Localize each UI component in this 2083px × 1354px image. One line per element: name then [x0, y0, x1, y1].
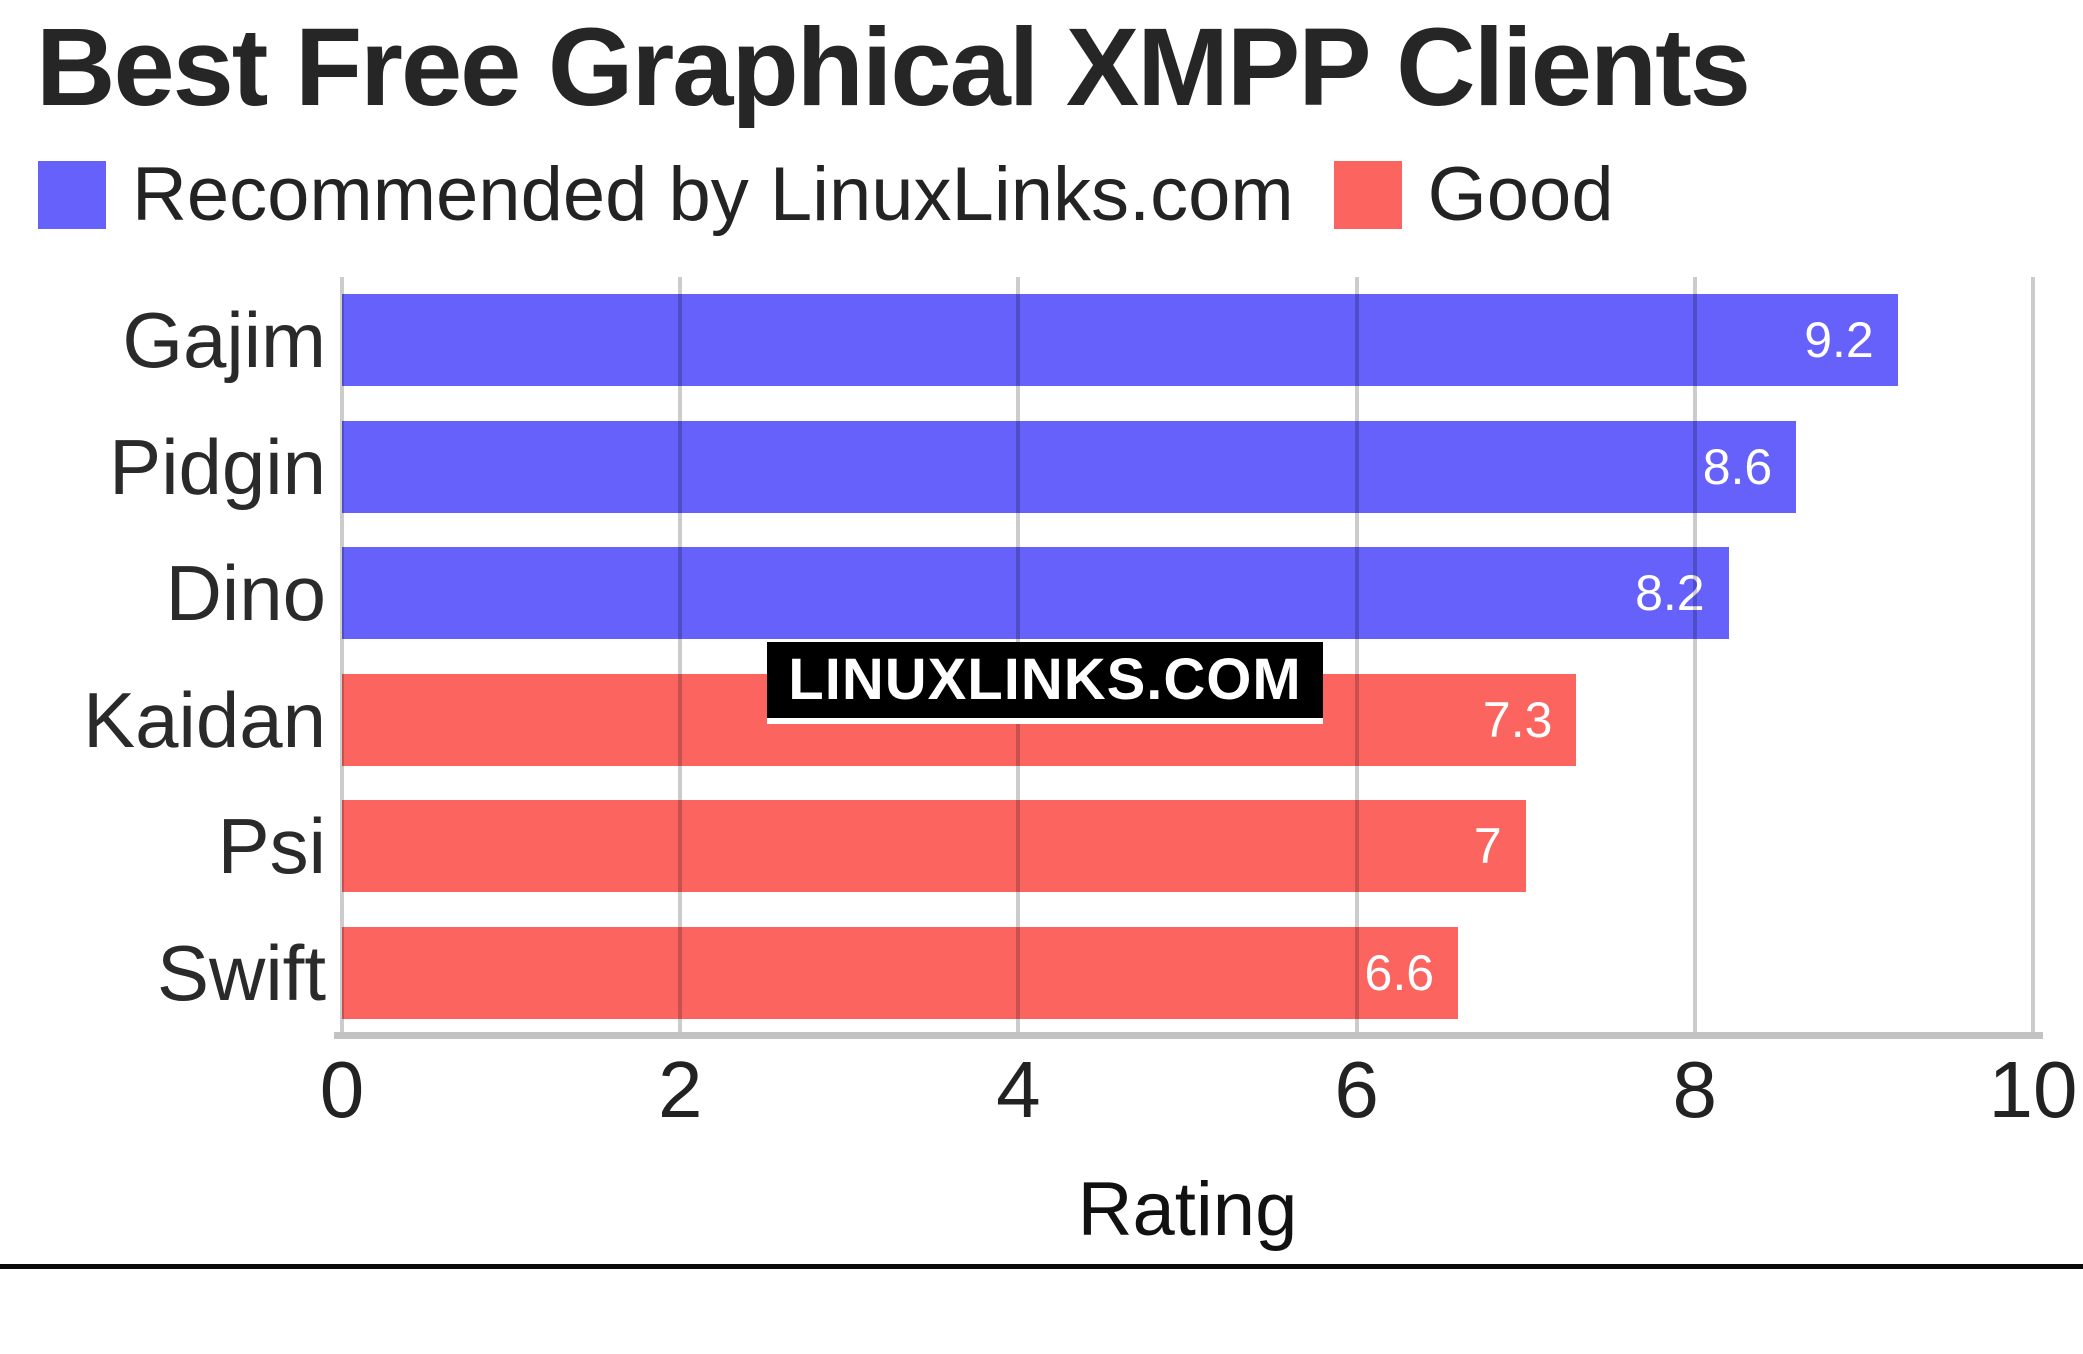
category-label-psi: Psi [217, 802, 326, 891]
category-label-dino: Dino [165, 549, 326, 638]
category-label-kaidan: Kaidan [83, 675, 326, 764]
legend-label-recommended: Recommended by LinuxLinks.com [132, 152, 1294, 237]
bar-row-gajim: Gajim 9.2 [122, 277, 2033, 404]
bar-value-swift: 6.6 [1364, 944, 1435, 1001]
x-tick-label-8: 8 [1672, 1045, 1718, 1134]
gridline-x-0 [340, 277, 344, 1036]
legend-item-recommended: Recommended by LinuxLinks.com [38, 157, 1294, 233]
bar-value-pidgin: 8.6 [1702, 438, 1773, 495]
bottom-separator [0, 1264, 2083, 1269]
bar-row-dino: Dino 8.2 [166, 530, 2033, 657]
plot-area: Gajim 9.2 Pidgin 8.6 Dino 8.2 Kaidan 7.3 Psi 7 Swi… [83, 277, 2043, 1039]
gridline-x-8 [1692, 277, 1697, 1036]
gridline-x-6 [1354, 277, 1359, 1036]
x-tick-label-10: 10 [1988, 1045, 2078, 1134]
chart-title: Best Free Graphical XMPP Clients [36, 6, 1751, 129]
gridline-x-10 [2031, 277, 2035, 1036]
x-tick-labels: 0 2 4 6 8 10 [320, 1045, 2078, 1140]
bar-value-dino: 8.2 [1635, 565, 1705, 622]
watermark: LINUXLINKS.COM [767, 642, 1323, 724]
x-tick-label-2: 2 [657, 1045, 703, 1134]
bar-track: 9.2 [342, 294, 2033, 387]
bar-row-pidgin: Pidgin 8.6 [109, 404, 2033, 531]
bar-row-psi: Psi 7 [218, 783, 2033, 910]
bar-gajim: 9.2 [342, 294, 1898, 387]
category-label-gajim: Gajim [122, 296, 326, 385]
bar-track: 8.6 [342, 420, 2033, 513]
bar-dino: 8.2 [342, 547, 1729, 640]
bar-rows: Gajim 9.2 Pidgin 8.6 Dino 8.2 Kaidan 7.3 Psi 7 Swi… [83, 277, 2033, 1037]
bar-swift: 6.6 [342, 926, 1459, 1019]
x-axis-line [334, 1032, 2043, 1039]
bar-row-swift: Swift 6.6 [157, 910, 2033, 1037]
bar-value-kaidan: 7.3 [1482, 691, 1553, 748]
bar-value-gajim: 9.2 [1804, 312, 1874, 369]
x-tick-label-4: 4 [996, 1045, 1041, 1134]
watermark-text: LINUXLINKS.COM [788, 647, 1302, 712]
legend-swatch-good [1333, 161, 1402, 229]
bar-track: 8.2 [342, 547, 2033, 640]
category-label-swift: Swift [156, 928, 326, 1017]
x-tick-label-6: 6 [1334, 1045, 1379, 1134]
x-tick-label-0: 0 [319, 1045, 365, 1134]
category-label-pidgin: Pidgin [109, 422, 326, 511]
legend-label-good: Good [1427, 152, 1614, 237]
legend: Recommended by LinuxLinks.com Good [38, 152, 1614, 237]
bar-pidgin: 8.6 [342, 420, 1797, 513]
legend-item-good: Good [1333, 152, 1614, 237]
legend-swatch-recommended [38, 161, 106, 229]
bar-value-psi: 7 [1473, 818, 1502, 875]
x-axis-title: Rating [1077, 1167, 1298, 1252]
gridline-x-2 [678, 277, 683, 1036]
bar-track: 7 [342, 800, 2033, 893]
bar-psi: 7 [342, 800, 1526, 893]
bar-track: 6.6 [342, 926, 2033, 1019]
